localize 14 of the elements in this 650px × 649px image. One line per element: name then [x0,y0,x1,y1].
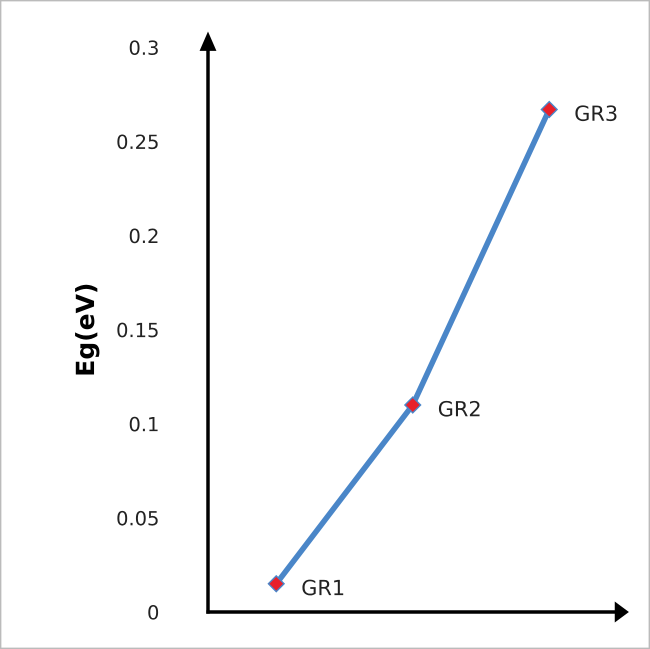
y-tick-label: 0.25 [117,134,158,150]
y-tick-label: 0 [148,604,158,620]
y-tick-label: 0.3 [130,40,158,56]
data-label: GR1 [302,580,344,596]
data-label: GR3 [575,105,616,122]
y-axis-title: Eg(eV) [75,284,100,374]
point [540,100,558,118]
y-tick-label: 0.05 [117,510,158,526]
y-tick-label: 0.1 [130,416,158,432]
point [404,396,422,414]
data-label: GR2 [438,400,480,417]
point [268,575,285,592]
y-tick-label: 0.15 [117,322,158,338]
y-tick-label: 0.2 [130,228,158,244]
